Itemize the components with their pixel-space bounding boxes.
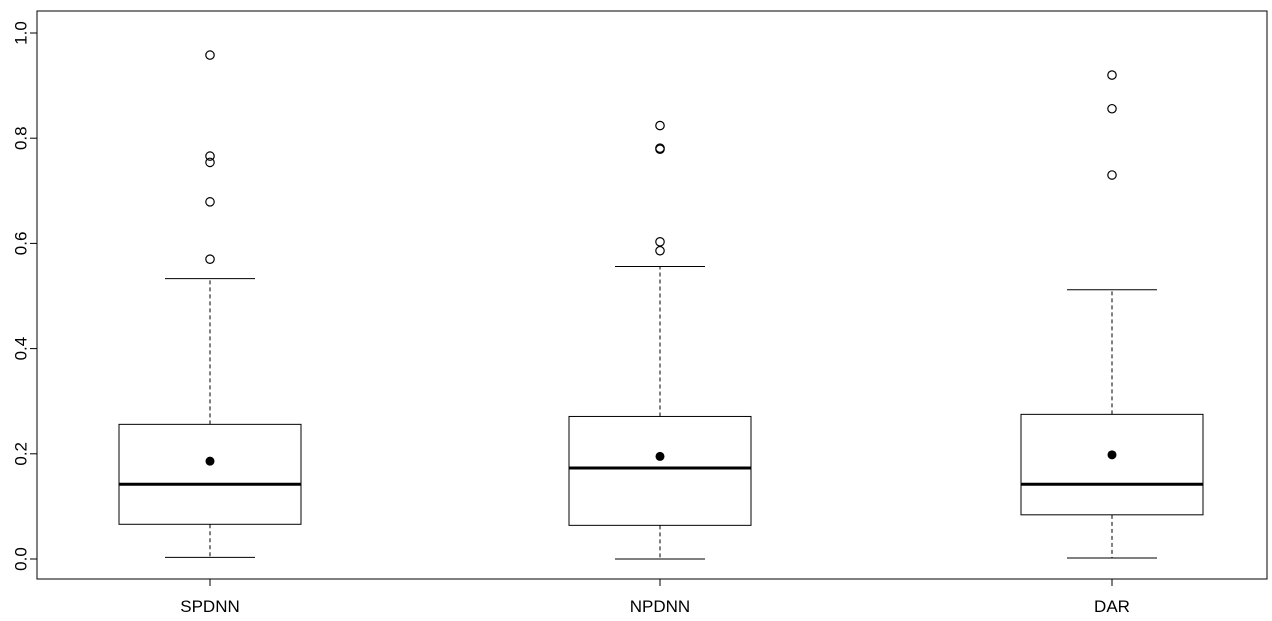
x-tick-label: SPDNN bbox=[180, 597, 240, 616]
outlier-point bbox=[205, 157, 215, 168]
outlier-point bbox=[205, 197, 215, 207]
outlier-point bbox=[205, 254, 215, 264]
mean-point bbox=[205, 456, 215, 466]
outlier-point bbox=[655, 245, 665, 256]
x-tick-label: DAR bbox=[1094, 597, 1130, 616]
box-dar bbox=[1020, 70, 1204, 559]
mean-point bbox=[1107, 450, 1117, 460]
y-tick-label: 1.0 bbox=[11, 21, 30, 45]
y-tick-label: 0.4 bbox=[11, 337, 30, 361]
outlier-point bbox=[655, 143, 665, 153]
mean-point bbox=[655, 451, 665, 461]
y-tick-label: 0.0 bbox=[11, 547, 30, 571]
box-spdnn bbox=[118, 50, 302, 558]
box-npdnn bbox=[568, 120, 752, 560]
outlier-point bbox=[655, 120, 665, 131]
axes: 0.0 0.2 0.4 0.6 0.8 1.0 SPDNN NPDNN DAR bbox=[11, 10, 1268, 616]
outlier-point bbox=[1107, 170, 1117, 180]
y-tick-label: 0.2 bbox=[11, 442, 30, 466]
iqr-box bbox=[568, 415, 752, 526]
iqr-box bbox=[1020, 413, 1204, 516]
outlier-point bbox=[1107, 103, 1117, 114]
outlier-point bbox=[655, 237, 665, 247]
boxes bbox=[118, 50, 1204, 560]
iqr-box bbox=[118, 423, 302, 525]
plot-frame bbox=[36, 10, 1268, 580]
y-tick-label: 0.6 bbox=[11, 232, 30, 256]
outlier-point bbox=[1107, 70, 1117, 80]
outlier-point bbox=[205, 50, 215, 60]
y-tick-label: 0.8 bbox=[11, 126, 30, 150]
outlier-point bbox=[205, 151, 215, 161]
x-tick-label: NPDNN bbox=[630, 597, 690, 616]
